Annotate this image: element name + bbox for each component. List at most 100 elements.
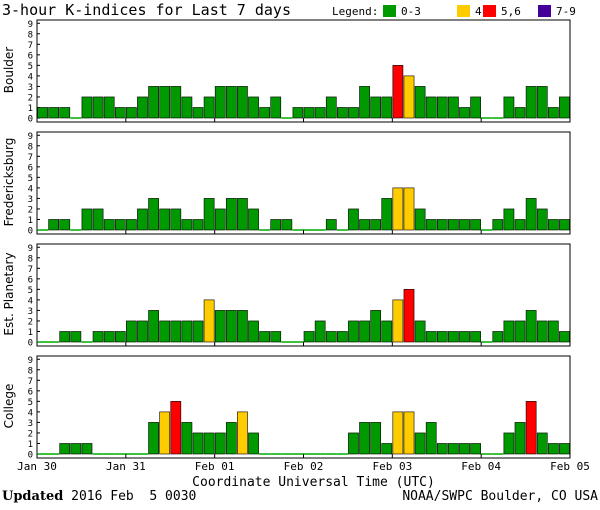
k-index-bar [170,401,182,455]
panel-label: Fredericksburg [2,138,16,227]
k-index-bar [514,422,526,455]
legend-entry-label: 0-3 [401,5,421,18]
k-index-bar [559,219,570,231]
k-index-bar [181,422,193,455]
k-index-bar [470,96,481,119]
k-index-bar [192,219,204,231]
legend-entry-label: 7-9 [556,5,576,18]
k-index-bar [92,96,104,119]
k-index-bar [203,96,215,119]
x-tick-label: Feb 04 [461,460,501,473]
k-index-bar [403,411,415,455]
y-tick-label: 1 [28,216,33,226]
k-index-bar [381,198,393,231]
y-tick-label: 4 [28,296,33,306]
k-index-bar [303,331,315,343]
k-index-bar [470,443,481,455]
y-tick-label: 5 [28,62,33,72]
k-index-bar [281,219,293,231]
legend-entry-label: 4 [475,5,482,18]
k-index-bar [492,331,504,343]
k-index-bar [159,320,171,343]
k-index-bar [270,331,282,343]
k-index-bar [159,208,171,231]
x-tick-label: Feb 01 [195,460,235,473]
panel-label: College [2,384,16,429]
k-index-bar [525,401,537,455]
k-index-bar [370,422,382,455]
k-index-bar [503,96,515,119]
k-index-bar [325,96,337,119]
y-tick-label: 0 [28,339,33,349]
y-tick-label: 3 [28,83,33,93]
y-tick-label: 1 [28,328,33,338]
y-tick-label: 3 [28,419,33,429]
k-index-bar [225,86,237,119]
k-index-bar [403,75,415,119]
k-index-bar [436,443,448,455]
y-tick-label: 4 [28,184,33,194]
k-index-bar [48,107,60,119]
k-index-bar [59,107,71,119]
x-tick-label: Feb 03 [372,460,412,473]
k-index-bar [436,219,448,231]
k-index-bar [292,107,304,119]
k-index-bar [148,86,159,119]
k-index-bar [170,86,182,119]
k-index-bar [170,320,182,343]
y-tick-label: 5 [28,398,33,408]
k-index-bar [525,86,537,119]
k-index-bar [237,198,248,231]
k-index-bar [425,331,437,343]
k-index-bar [148,198,159,231]
updated-label: Updated [2,489,64,504]
k-index-bar [92,208,104,231]
k-index-bar [192,107,204,119]
k-index-bar [547,320,559,343]
k-index-bar [126,320,137,343]
x-tick-label: Feb 02 [284,460,324,473]
k-index-bar [114,107,126,119]
y-tick-label: 8 [28,366,33,376]
k-index-bar [392,411,404,455]
y-tick-label: 3 [28,195,33,205]
k-index-bar [503,320,515,343]
y-tick-label: 3 [28,307,33,317]
k-index-bar [225,422,237,455]
k-index-bar [370,96,382,119]
x-tick-label: Jan 30 [17,460,57,473]
k-index-bar [214,310,226,343]
k-index-bar [159,86,171,119]
y-tick-label: 6 [28,275,33,285]
y-tick-label: 2 [28,429,33,439]
k-index-bar [181,219,193,231]
y-tick-label: 5 [28,286,33,296]
k-index-bar [547,107,559,119]
k-index-bar [448,219,459,231]
y-tick-label: 6 [28,51,33,61]
k-index-bar [192,432,204,455]
updated-value: 2016 Feb 5 0030 [71,489,197,504]
y-tick-label: 4 [28,408,33,418]
k-index-bar [325,331,337,343]
k-index-bar [492,219,504,231]
y-tick-label: 9 [28,356,33,366]
legend-swatch [483,5,496,17]
k-index-bar [270,219,282,231]
k-index-bar [181,320,193,343]
legend-swatch [538,5,551,17]
k-index-bar [248,208,259,231]
k-index-bar [137,208,148,231]
k-index-bar [203,432,215,455]
k-index-bar [436,331,448,343]
y-tick-label: 7 [28,377,33,387]
k-index-bar [503,208,515,231]
x-tick-label: Feb 05 [550,460,590,473]
k-index-bar [81,208,93,231]
k-index-bar [425,422,437,455]
k-index-bar [259,331,270,343]
y-tick-label: 6 [28,387,33,397]
y-tick-label: 6 [28,163,33,173]
y-tick-label: 2 [28,317,33,327]
k-index-bar [403,289,415,343]
